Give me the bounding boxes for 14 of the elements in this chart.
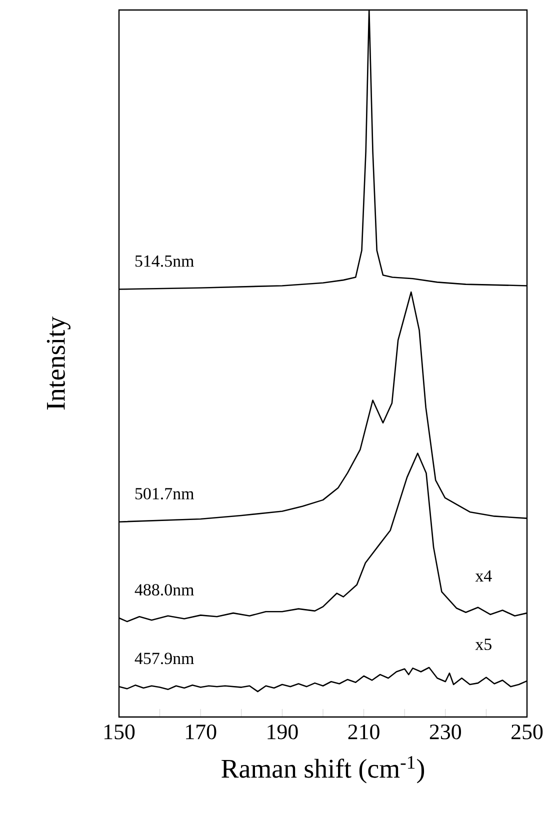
series-label: 488.0nm <box>134 584 194 596</box>
series-label: 457.9nm <box>134 652 194 664</box>
x-tick-label: 150 <box>104 724 135 740</box>
x-tick-label: 230 <box>430 724 462 740</box>
x-axis-title: Raman shift (cm$^{-1}$) <box>222 756 424 784</box>
x-tick-label: 250 <box>512 724 543 740</box>
x-tick-label: 210 <box>348 724 380 740</box>
series-label: 514.5nm <box>135 255 194 267</box>
annotation: x4 <box>475 570 492 582</box>
y-axis-title: Intensity <box>46 316 70 410</box>
x-tick-label: 190 <box>268 724 298 740</box>
annotation: x5 <box>475 638 492 650</box>
series-label: 501.7nm <box>135 488 194 500</box>
x-tick-label: 170 <box>186 724 216 740</box>
